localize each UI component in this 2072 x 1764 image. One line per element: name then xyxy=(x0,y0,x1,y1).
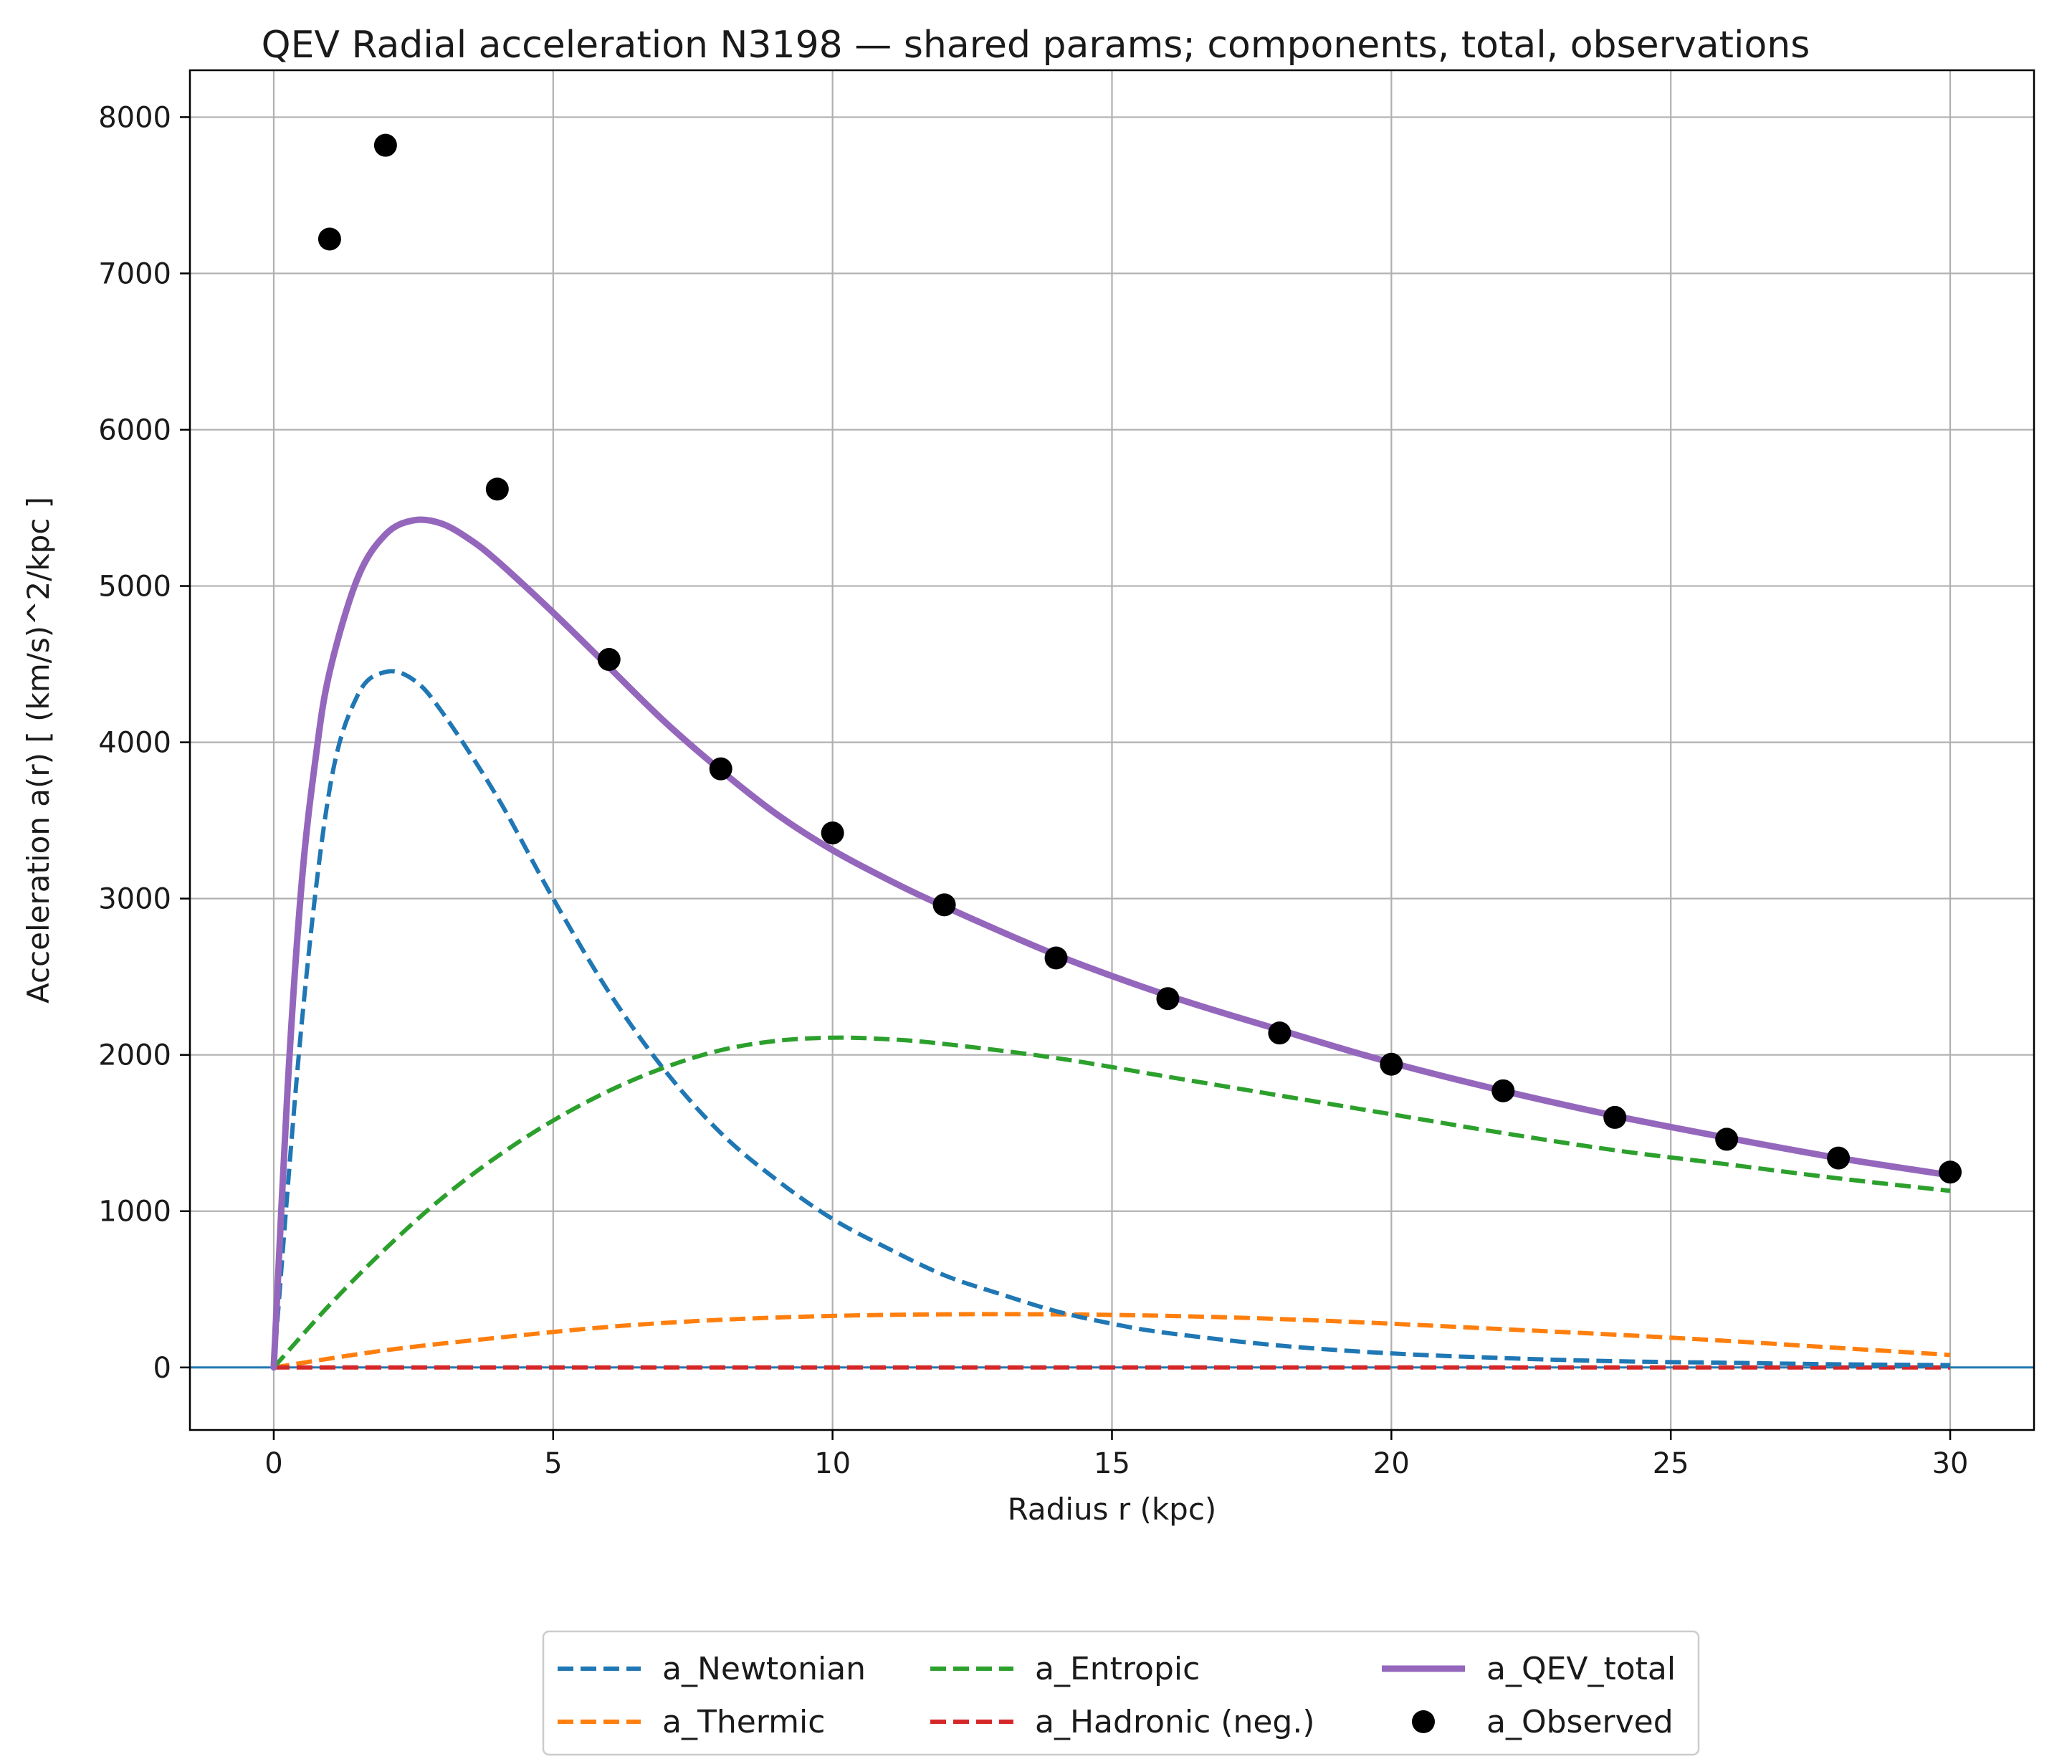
observed-point xyxy=(709,757,732,781)
y-tick-label: 3000 xyxy=(98,883,171,916)
x-tick-label: 20 xyxy=(1373,1447,1410,1480)
tick-layer: 0 5 10 15 20 25 30 0 1000 2000 3000 4000 5000 6000 700… xyxy=(98,101,1968,1480)
observed-point xyxy=(597,648,621,672)
y-tick-label: 6000 xyxy=(98,414,171,447)
observed-point xyxy=(1939,1160,1962,1184)
legend-box xyxy=(542,1630,1700,1756)
x-tick-label: 5 xyxy=(544,1447,562,1480)
grid-lines xyxy=(190,70,2034,1430)
observed-point xyxy=(1491,1079,1515,1102)
observed-point xyxy=(373,133,397,157)
y-tick-label: 8000 xyxy=(98,101,171,134)
legend-marker-a-observed xyxy=(1412,1710,1435,1733)
x-tick-label: 0 xyxy=(264,1447,282,1480)
y-axis-label: Acceleration a(r) [ (km/s)^2/kpc ] xyxy=(21,497,56,1003)
y-tick-label: 0 xyxy=(153,1352,171,1385)
x-tick-label: 25 xyxy=(1653,1447,1689,1480)
observed-point xyxy=(1827,1146,1851,1170)
y-tick-label: 4000 xyxy=(98,727,171,760)
observed-point xyxy=(1715,1127,1739,1151)
observed-point xyxy=(1044,946,1068,970)
y-tick-label: 2000 xyxy=(98,1039,171,1072)
observed-point xyxy=(1156,987,1180,1011)
legend-label-a-thermic: a_Thermic xyxy=(662,1704,825,1740)
observed-point xyxy=(1380,1052,1403,1076)
legend-label-a-entropic: a_Entropic xyxy=(1035,1651,1200,1687)
legend-label-a-observed: a_Observed xyxy=(1486,1704,1674,1740)
observed-point xyxy=(318,227,341,251)
legend-label-a-hadronic-neg: a_Hadronic (neg.) xyxy=(1035,1704,1314,1740)
chart-title: QEV Radial acceleration N3198 — shared p… xyxy=(262,24,1810,67)
observed-point xyxy=(1268,1021,1292,1045)
x-tick-label: 10 xyxy=(814,1447,851,1480)
x-tick-label: 30 xyxy=(1932,1447,1969,1480)
y-tick-label: 1000 xyxy=(98,1196,171,1229)
series-layer xyxy=(270,133,1962,1371)
observed-point xyxy=(1603,1105,1627,1129)
y-tick-label: 7000 xyxy=(98,257,171,290)
series-line-a-thermic xyxy=(273,1312,1951,1370)
legend-label-a-qev-total: a_QEV_total xyxy=(1486,1651,1676,1687)
series-line-a-newtonian xyxy=(271,669,1951,1368)
x-axis-label: Radius r (kpc) xyxy=(1008,1492,1217,1527)
legend: a_Newtonian a_Thermic a_Entropic a_Hadronic… xyxy=(542,1630,1700,1756)
y-tick-label: 5000 xyxy=(98,571,171,604)
observed-point xyxy=(485,477,509,501)
legend-label-a-newtonian: a_Newtonian xyxy=(662,1651,866,1687)
observed-point xyxy=(821,821,844,845)
series-line-a-entropic xyxy=(272,1035,1951,1369)
observed-point xyxy=(932,893,956,917)
x-tick-label: 15 xyxy=(1094,1447,1130,1480)
